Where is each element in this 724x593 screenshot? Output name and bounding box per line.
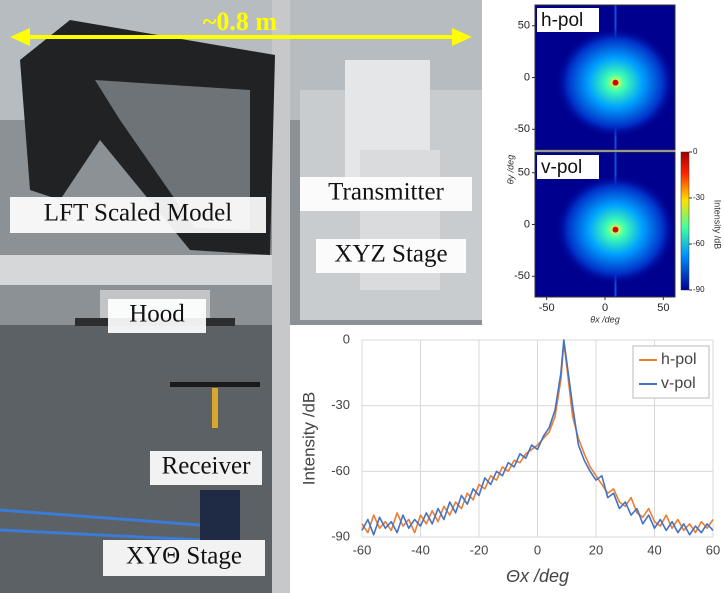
x-tick-label: 20 (589, 542, 603, 557)
scale-label: ~0.8 m (203, 7, 278, 36)
x-tick-label: 50 (657, 302, 669, 314)
x-tick-label: -50 (539, 302, 555, 314)
y-axis-label: Intensity /dB (299, 392, 318, 486)
y-axis-label: θy /deg (505, 155, 515, 184)
y-tick-label: 50 (518, 20, 530, 32)
x-axis-label: Θx /deg (506, 566, 569, 586)
colorbar (681, 152, 689, 290)
heatmap-peak (613, 80, 619, 86)
y-tick-label: -60 (331, 463, 350, 478)
y-tick-label: 50 (518, 167, 530, 179)
y-tick-label: 0 (524, 218, 530, 230)
heatmap-peak (613, 227, 619, 233)
colorbar-tick-label: -60 (693, 239, 705, 248)
legend-label: v-pol (661, 375, 696, 392)
y-tick-label: 0 (343, 331, 350, 346)
colorbar-tick-label: 0 (693, 147, 698, 156)
photo-label: Receiver (162, 453, 252, 480)
heatmap-label: v-pol (541, 157, 582, 178)
photo-label: Transmitter (328, 179, 444, 206)
heatmap-label: h-pol (541, 10, 583, 31)
y-tick-label: -30 (331, 397, 350, 412)
y-tick-label: -50 (514, 123, 530, 135)
x-axis-label: θx /deg (590, 314, 619, 324)
photo-label: XYΘ Stage (126, 543, 242, 570)
figure: ~0.8 m LFT Scaled Model Transmitter XYZ … (0, 0, 724, 593)
photo-label: XYZ Stage (334, 241, 447, 268)
x-tick-label: 60 (706, 542, 720, 557)
y-tick-label: -90 (331, 528, 350, 543)
colorbar-tick-label: -30 (693, 193, 705, 202)
photo-label: LFT Scaled Model (44, 200, 232, 227)
colorbar-tick-label: -90 (693, 285, 705, 294)
legend-label: h-pol (661, 351, 697, 368)
y-tick-label: 0 (524, 71, 530, 83)
x-tick-label: -60 (353, 542, 372, 557)
x-tick-label: 40 (647, 542, 661, 557)
x-tick-label: 0 (534, 542, 541, 557)
x-tick-label: -20 (470, 542, 489, 557)
y-tick-label: -50 (514, 270, 530, 282)
colorbar-label: Intensity /dB (713, 200, 723, 250)
photo-label: Hood (129, 301, 185, 328)
x-tick-label: 0 (602, 302, 608, 314)
x-tick-label: -40 (411, 542, 430, 557)
